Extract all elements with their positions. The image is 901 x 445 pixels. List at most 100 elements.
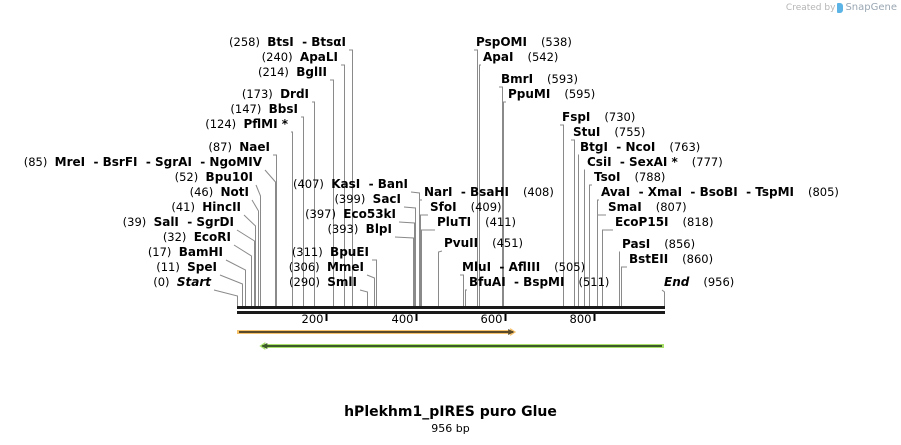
map-title: hPlekhm1_pIRES puro Glue (344, 404, 557, 420)
restriction-site-start[interactable]: (0) Start (153, 275, 212, 289)
site-position: (214) (258, 65, 296, 79)
site-position: (32) (163, 230, 194, 244)
site-enzyme-name: PflMI * (243, 117, 288, 131)
site-connector-line (403, 206, 416, 306)
site-enzyme-name: NotI (221, 185, 250, 199)
restriction-site-drdi[interactable]: (173) DrdI (242, 87, 309, 101)
site-position: (805) (808, 185, 839, 199)
site-connector-line (503, 101, 506, 306)
site-enzyme-name: BstEII (629, 252, 668, 266)
site-enzyme-name: NaeI (239, 140, 270, 154)
site-enzyme-name: BtgI - NcoI (580, 140, 655, 154)
restriction-site-hincii[interactable]: (41) HincII (171, 200, 241, 214)
restriction-site-spei[interactable]: (11) SpeI (156, 260, 217, 274)
restriction-site-pasi[interactable]: PasI (856) (622, 237, 695, 251)
site-enzyme-name: MluI - AflIII (462, 260, 540, 274)
site-enzyme-name: Bpu10I (206, 170, 253, 184)
restriction-site-naei[interactable]: (87) NaeI (208, 140, 270, 154)
restriction-site-bpuei[interactable]: (311) BpuEI (292, 245, 369, 259)
restriction-site-end[interactable]: End (956) (664, 275, 734, 289)
restriction-site-pluti[interactable]: PluTI (411) (437, 215, 516, 229)
site-enzyme-name: MmeI (327, 260, 364, 274)
restriction-site-eco53ki[interactable]: (397) Eco53kI (305, 207, 396, 221)
restriction-site-blpi[interactable]: (393) BlpI (327, 222, 392, 236)
restriction-site-smli[interactable]: (290) SmlI (289, 275, 357, 289)
site-position: (788) (634, 170, 665, 184)
restriction-site-noti[interactable]: (46) NotI (190, 185, 249, 199)
site-enzyme-name: CsiI - SexAI * (587, 155, 678, 169)
restriction-site-bbsi[interactable]: (147) BbsI (230, 102, 298, 116)
arrow-left-icon (261, 343, 268, 349)
arrow-right-icon (508, 329, 515, 335)
restriction-site-pflmi[interactable]: (124) PflMI * (205, 117, 289, 131)
site-position: (755) (614, 125, 645, 139)
site-connector-line (421, 229, 435, 306)
site-enzyme-name: SacI (373, 192, 401, 206)
restriction-site-ecop15i[interactable]: EcoP15I (818) (615, 215, 713, 229)
restriction-site-bmri[interactable]: BmrI (593) (501, 72, 578, 86)
restriction-site-ppumi[interactable]: PpuMI (595) (508, 87, 595, 101)
restriction-site-mmei[interactable]: (306) MmeI (289, 260, 364, 274)
restriction-site-btgi-ncoi[interactable]: BtgI - NcoI (763) (580, 140, 700, 154)
restriction-site-mlui-afliii[interactable]: MluI - AflIII (505) (462, 260, 585, 274)
site-connector-line (372, 259, 377, 306)
site-enzyme-name: BglII (296, 65, 327, 79)
restriction-site-apai[interactable]: ApaI (542) (483, 50, 558, 64)
restriction-site-apali[interactable]: (240) ApaLI (262, 50, 338, 64)
site-position: (39) (123, 215, 154, 229)
site-enzyme-name: Start (177, 275, 212, 289)
restriction-site-sfoi[interactable]: SfoI (409) (430, 200, 502, 214)
sequence-length: 956 bp (431, 422, 470, 435)
restriction-site-smai[interactable]: SmaI (807) (608, 200, 687, 214)
ruler-tick-label: 200 (302, 312, 324, 326)
site-connector-line (213, 289, 238, 306)
restriction-site-pvuii[interactable]: PvuII (451) (444, 236, 523, 250)
site-position: (306) (289, 260, 327, 274)
restriction-site-nari-bsahi[interactable]: NarI - BsaHI (408) (424, 185, 554, 199)
restriction-site-bpu10i[interactable]: (52) Bpu10I (175, 170, 253, 184)
site-position: (147) (230, 102, 268, 116)
ruler-ticks: 200 400 600 800 (302, 312, 596, 326)
ruler-tick-label: 800 (570, 312, 592, 326)
site-enzyme-name: Eco53kI (343, 207, 396, 221)
restriction-site-bsteii[interactable]: BstEII (860) (629, 252, 713, 266)
site-position: (408) (523, 185, 554, 199)
restriction-site-kasi-bani[interactable]: (407) KasI - BanI (293, 177, 408, 191)
restriction-site-saci[interactable]: (399) SacI (334, 192, 401, 206)
restriction-site-pspomi[interactable]: PspOMI (538) (476, 35, 572, 49)
restriction-site-tsoi[interactable]: TsoI (788) (594, 170, 665, 184)
bottom-strand (237, 311, 665, 314)
site-enzyme-name: BbsI (269, 102, 298, 116)
site-connector-line (589, 184, 592, 306)
site-enzyme-name: BmrI (501, 72, 533, 86)
restriction-site-mrei-bsrfi-sgrai-ngomiv[interactable]: (85) MreI - BsrFI - SgrAI - NgoMIV (24, 155, 263, 169)
restriction-site-csii-sexai[interactable]: CsiI - SexAI * (777) (587, 155, 723, 169)
site-position: (87) (208, 140, 239, 154)
restriction-site-avai-xmai-bsobi-tspmi[interactable]: AvaI - XmaI - BsoBI - TspMI (805) (601, 185, 839, 199)
top-strand (237, 306, 665, 309)
site-position: (860) (682, 252, 713, 266)
site-connector-line (366, 274, 375, 306)
site-position: (173) (242, 87, 280, 101)
restriction-site-bamhi[interactable]: (17) BamHI (148, 245, 223, 259)
site-position: (777) (692, 155, 723, 169)
site-connector-line (301, 116, 304, 306)
site-enzyme-name: TsoI (594, 170, 620, 184)
site-connector-line (255, 184, 261, 306)
site-position: (397) (305, 207, 343, 221)
restriction-site-fspi[interactable]: FspI (730) (562, 110, 635, 124)
restriction-site-stui[interactable]: StuI (755) (573, 125, 645, 139)
restriction-site-sali-sgrdi[interactable]: (39) SalI - SgrDI (123, 215, 234, 229)
restriction-site-bglii[interactable]: (214) BglII (258, 65, 327, 79)
restriction-site-btsi-bts-i[interactable]: (258) BtsI - BtsαI (229, 35, 346, 49)
site-position: (593) (547, 72, 578, 86)
site-position: (46) (190, 185, 221, 199)
site-position: (730) (604, 110, 635, 124)
restriction-site-bfuai-bspmi[interactable]: BfuAI - BspMI (511) (469, 275, 609, 289)
site-connector-line (621, 266, 627, 306)
ruler-tick-label: 400 (392, 312, 414, 326)
site-connector-line (597, 214, 606, 306)
site-position: (856) (664, 237, 695, 251)
site-position: (818) (683, 215, 714, 229)
restriction-site-ecori[interactable]: (32) EcoRI (163, 230, 231, 244)
